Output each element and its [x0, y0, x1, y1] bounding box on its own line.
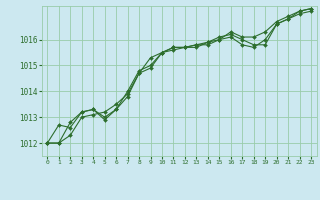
Text: Graphe pression niveau de la mer (hPa): Graphe pression niveau de la mer (hPa) [58, 184, 262, 193]
